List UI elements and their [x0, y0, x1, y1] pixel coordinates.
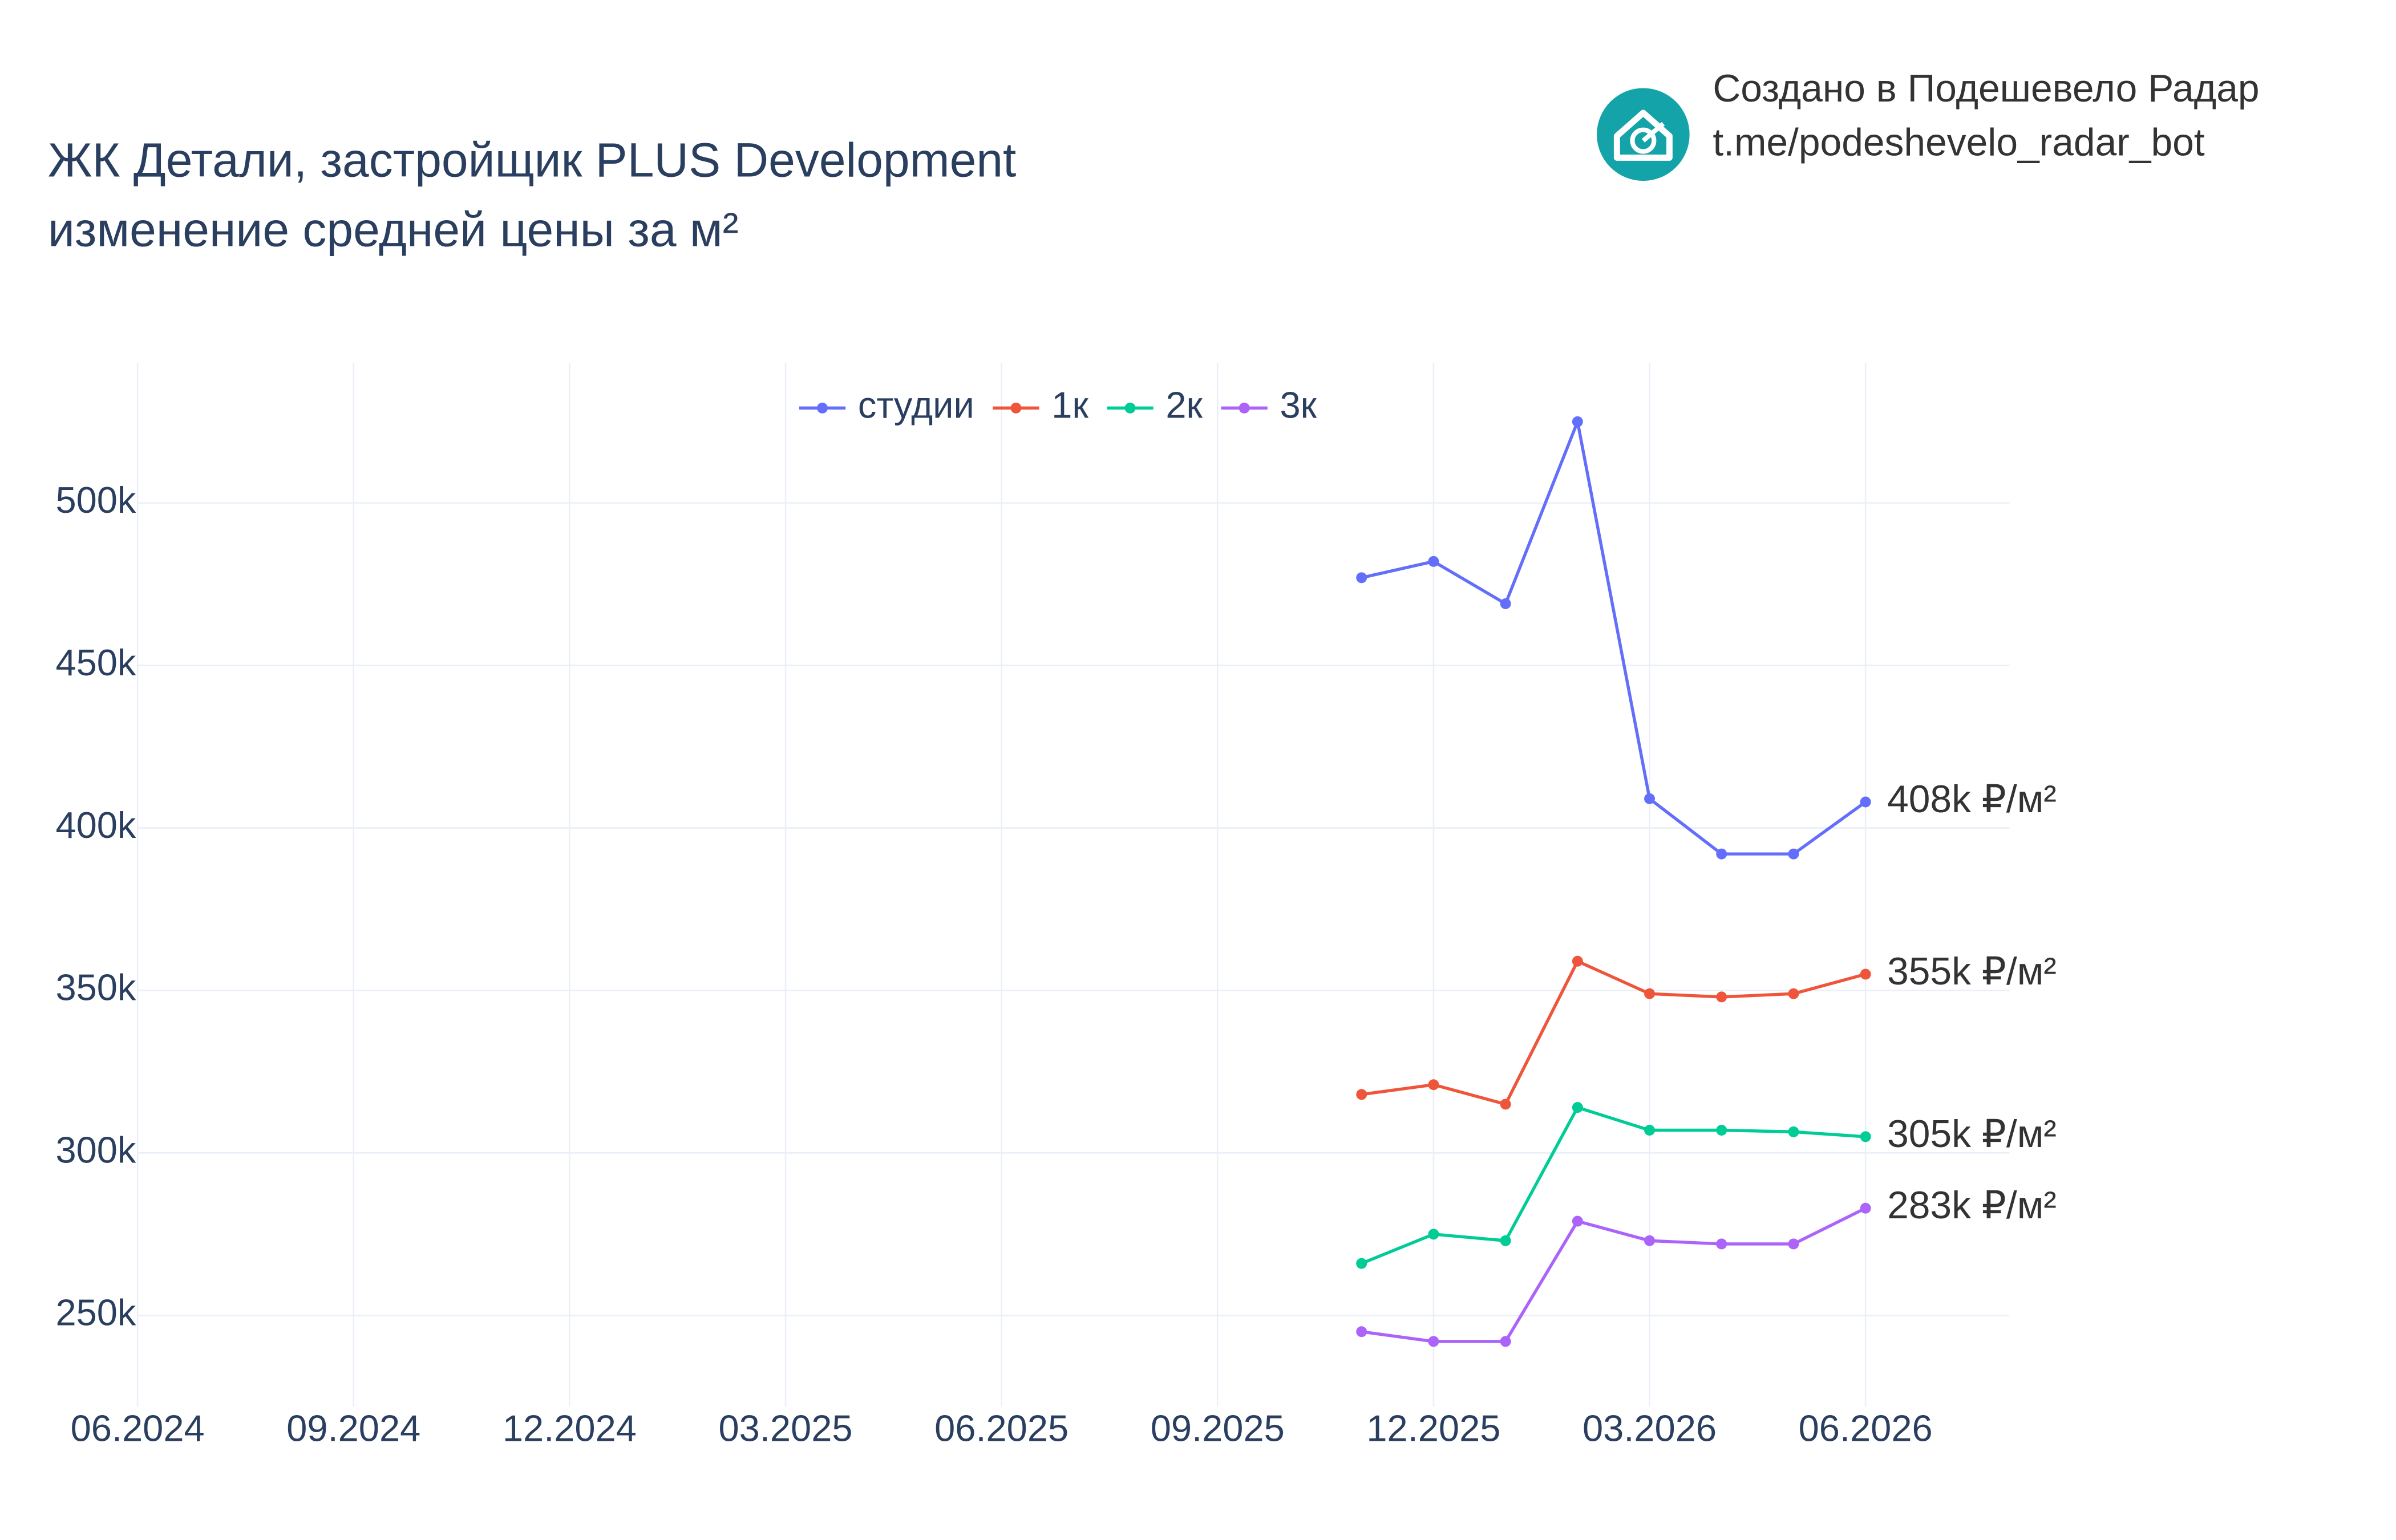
- series-line: [1361, 1206, 1867, 1343]
- point: [1644, 793, 1656, 804]
- x-tick-label: 03.2026: [1583, 1407, 1717, 1449]
- point: [1788, 848, 1799, 860]
- series-line: [1361, 959, 1866, 1107]
- point: [1500, 598, 1511, 609]
- x-tick-label: 06.2026: [1799, 1407, 1933, 1449]
- x-tick-label: 12.2025: [1366, 1407, 1500, 1449]
- point: [1428, 1229, 1439, 1240]
- end-label: 355k ₽/м²: [1887, 950, 2057, 993]
- series-line: [1361, 1105, 1866, 1265]
- point: [1356, 1326, 1367, 1338]
- point: [1788, 1238, 1799, 1250]
- point: [1788, 988, 1799, 999]
- point: [1356, 1258, 1367, 1269]
- legend-label: 2к: [1165, 384, 1203, 426]
- point: [1572, 955, 1583, 967]
- point: [1860, 1131, 1871, 1142]
- point: [1500, 1099, 1511, 1110]
- grid: [136, 363, 2010, 1407]
- point: [1860, 1202, 1871, 1214]
- point: [1572, 416, 1583, 427]
- point: [1500, 1336, 1511, 1347]
- x-tick-label: 06.2024: [71, 1407, 205, 1449]
- y-tick-label: 350k: [55, 967, 136, 1008]
- legend-label: 3к: [1280, 384, 1317, 426]
- y-tick-label: 250k: [55, 1291, 136, 1333]
- legend: студии 1к 2к 3к: [799, 384, 1317, 426]
- point: [1716, 1238, 1727, 1250]
- x-tick-label: 03.2025: [719, 1407, 853, 1449]
- legend-dot: [1010, 402, 1022, 414]
- x-tick-label: 06.2025: [934, 1407, 1069, 1449]
- point: [1356, 572, 1367, 583]
- logo: [1597, 88, 1690, 181]
- end-label: 305k ₽/м²: [1887, 1113, 2057, 1156]
- y-tick-label: 500k: [55, 479, 136, 521]
- point: [1500, 1235, 1511, 1246]
- point: [1716, 1125, 1727, 1136]
- point: [1428, 1079, 1439, 1091]
- point: [1428, 556, 1439, 567]
- point: [1860, 968, 1871, 980]
- legend-label: 1к: [1051, 384, 1088, 426]
- legend-label: студии: [858, 384, 974, 426]
- point: [1716, 991, 1727, 1003]
- x-tick-label: 09.2024: [286, 1407, 420, 1449]
- x-tick-label: 12.2024: [503, 1407, 637, 1449]
- point: [1644, 1125, 1656, 1136]
- series-line: [1361, 416, 1867, 856]
- point: [1644, 988, 1656, 999]
- point: [1572, 1215, 1583, 1227]
- point: [1428, 1336, 1439, 1347]
- legend-dot: [1239, 402, 1250, 414]
- point: [1572, 1102, 1583, 1113]
- end-label: 408k ₽/м²: [1887, 778, 2057, 821]
- y-tick-label: 400k: [55, 804, 136, 846]
- point: [1860, 796, 1871, 808]
- credit-text: Создано в Подешевело Радар: [1713, 67, 2259, 110]
- point: [1716, 848, 1727, 860]
- y-tick-label: 450k: [55, 642, 136, 683]
- y-tick-label: 300k: [55, 1129, 136, 1171]
- x-tick-label: 09.2025: [1151, 1407, 1285, 1449]
- chart-subtitle: изменение средней цены за м²: [48, 202, 739, 256]
- legend-dot: [817, 402, 828, 414]
- point: [1356, 1089, 1367, 1100]
- chart-title: ЖК Детали, застройщик PLUS Development: [48, 133, 1016, 187]
- credit-link: t.me/podeshevelo_radar_bot: [1713, 121, 2205, 164]
- legend-dot: [1124, 402, 1136, 414]
- end-label: 283k ₽/м²: [1887, 1184, 2057, 1227]
- point: [1788, 1126, 1799, 1137]
- point: [1644, 1235, 1656, 1246]
